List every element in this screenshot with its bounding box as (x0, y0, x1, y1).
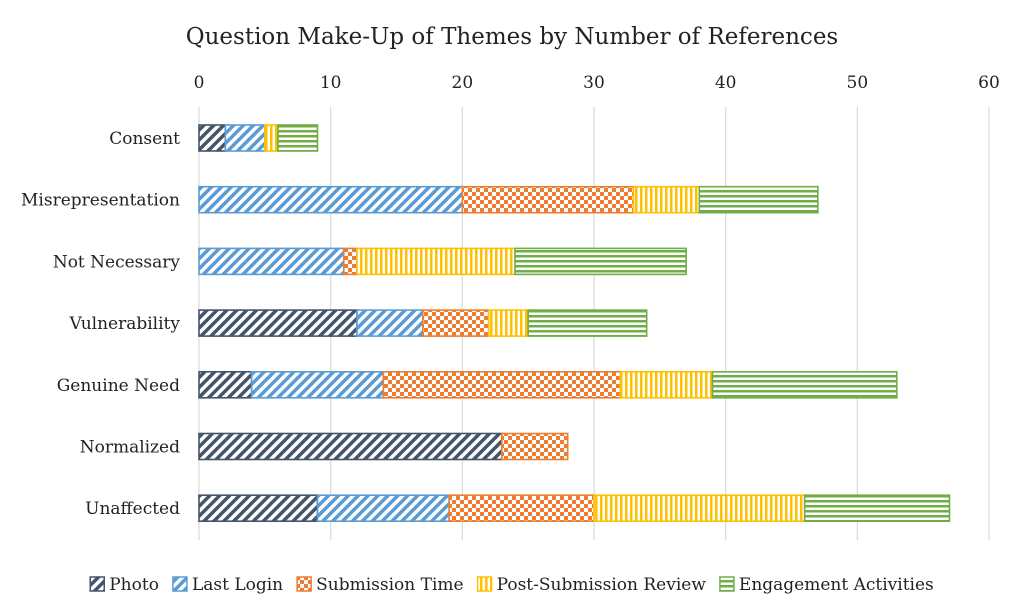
bar-last-login (224, 124, 266, 152)
bar-last-login (356, 309, 424, 337)
x-tick-label: 0 (194, 73, 205, 93)
bar-last-login (198, 247, 345, 276)
x-tick-label: 60 (978, 73, 1000, 93)
bar-submission-time (343, 247, 358, 276)
bar-post-submission-review (593, 494, 806, 523)
legend-swatch (296, 576, 312, 592)
category-label: Consent (109, 129, 180, 149)
x-axis-ticks: 0 10 20 30 40 50 60 (194, 73, 1000, 93)
bar-submission-time (382, 370, 622, 399)
legend-swatch (172, 576, 188, 592)
legend-item-submission-time: Submission Time (296, 575, 464, 595)
bar-last-login (198, 185, 464, 214)
bar-engagement-activities (527, 309, 648, 337)
category-label: Unaffected (85, 499, 180, 519)
bar-photo (198, 124, 227, 152)
bar-engagement-activities (277, 124, 319, 152)
bar-post-submission-review (356, 247, 516, 276)
legend-swatch (719, 576, 735, 592)
bar-photo (198, 432, 503, 461)
bar-submission-time (501, 432, 569, 461)
legend: Photo Last Login Submission Time Post-Submi… (89, 575, 934, 595)
x-tick-label: 30 (583, 73, 605, 93)
legend-label: Post-Submission Review (497, 575, 707, 595)
category-label: Misrepresentation (21, 191, 180, 211)
legend-label: Submission Time (316, 575, 463, 595)
bar-engagement-activities (803, 494, 951, 523)
bars (198, 124, 951, 523)
x-tick-label: 50 (847, 73, 869, 93)
chart-title: Question Make-Up of Themes by Number of … (186, 24, 838, 50)
category-labels: Consent Misrepresentation Not Necessary Vul… (21, 129, 180, 519)
bar-photo (198, 370, 253, 399)
bar-post-submission-review (619, 370, 714, 399)
legend-label: Last Login (192, 575, 283, 595)
bar-last-login (250, 370, 385, 399)
x-tick-label: 20 (452, 73, 474, 93)
legend-item-photo: Photo (89, 575, 159, 595)
legend-item-post-submission-review: Post-Submission Review (476, 575, 707, 595)
bar-photo (198, 494, 319, 523)
bar-photo (198, 309, 358, 337)
bar-engagement-activities (514, 247, 687, 276)
category-label: Not Necessary (53, 252, 181, 272)
bar-post-submission-review (264, 124, 279, 152)
category-label: Vulnerability (69, 314, 181, 334)
bar-submission-time (461, 185, 635, 214)
legend-label: Photo (109, 575, 159, 595)
bar-engagement-activities (698, 185, 819, 214)
bar-submission-time (422, 309, 490, 337)
legend-item-engagement-activities: Engagement Activities (719, 575, 934, 595)
legend-swatch (89, 576, 105, 592)
category-label: Genuine Need (57, 376, 180, 396)
bar-post-submission-review (487, 309, 529, 337)
bar-submission-time (448, 494, 595, 523)
bar-last-login (316, 494, 450, 523)
x-tick-label: 40 (715, 73, 737, 93)
bar-engagement-activities (711, 370, 898, 399)
category-label: Normalized (80, 438, 180, 458)
legend-swatch (476, 576, 493, 592)
legend-label: Engagement Activities (739, 575, 934, 595)
x-tick-label: 10 (320, 73, 342, 93)
bar-post-submission-review (632, 185, 701, 214)
legend-item-last-login: Last Login (172, 575, 283, 595)
